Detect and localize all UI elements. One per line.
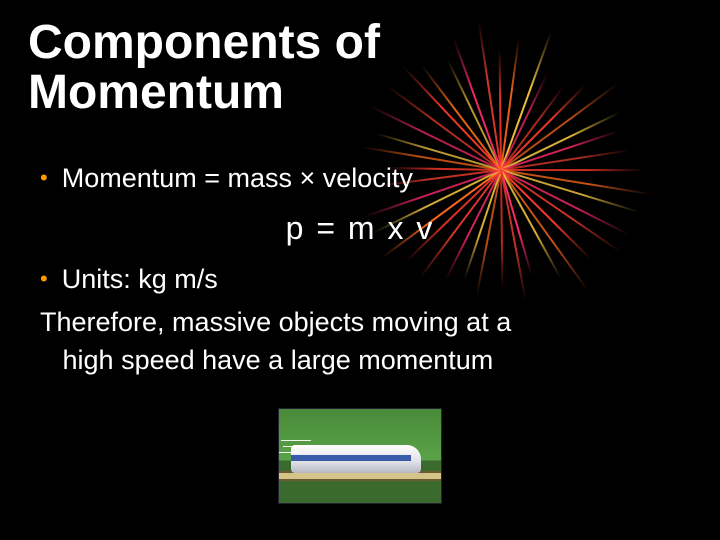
title-line-1: Components of bbox=[28, 16, 380, 69]
therefore-line-1: Therefore, massive objects moving at a bbox=[40, 307, 511, 337]
speed-line-icon bbox=[283, 446, 307, 448]
slide-title: Components of Momentum bbox=[28, 18, 380, 119]
title-line-2: Momentum bbox=[28, 66, 284, 119]
bullet-dot-icon: • bbox=[40, 160, 48, 195]
train-illustration bbox=[278, 408, 442, 504]
momentum-equation: p = m x v bbox=[40, 206, 680, 251]
therefore-text: Therefore, massive objects moving at a h… bbox=[40, 304, 680, 380]
bullet-text-1: Momentum = mass × velocity bbox=[62, 160, 413, 198]
therefore-line-2: high speed have a large momentum bbox=[63, 345, 494, 375]
bullet-item-2: • Units: kg m/s bbox=[40, 261, 680, 299]
speed-line-icon bbox=[281, 440, 311, 442]
train-stripe bbox=[291, 455, 411, 461]
bullet-text-2: Units: kg m/s bbox=[62, 261, 218, 299]
slide-body: • Momentum = mass × velocity p = m x v •… bbox=[40, 160, 680, 380]
bullet-dot-icon: • bbox=[40, 261, 48, 296]
bullet-item-1: • Momentum = mass × velocity bbox=[40, 160, 680, 198]
speed-line-icon bbox=[279, 452, 299, 454]
train-body bbox=[291, 445, 421, 473]
